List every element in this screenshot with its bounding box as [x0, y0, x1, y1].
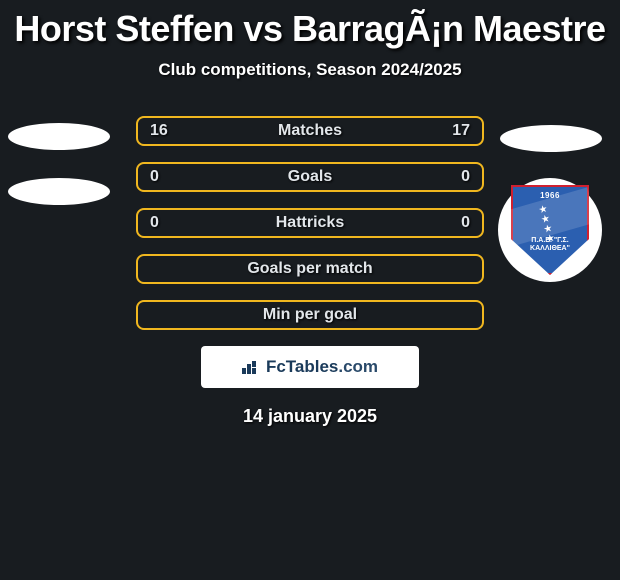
stat-row-goals: 0 Goals 0	[136, 162, 484, 192]
stat-label: Goals per match	[247, 260, 372, 278]
stat-label: Matches	[278, 122, 342, 140]
stats-table: 16 Matches 17 0 Goals 0 0 Hattricks 0 Go…	[136, 116, 484, 330]
date-label: 14 january 2025	[0, 406, 620, 427]
stat-label: Hattricks	[276, 214, 344, 232]
stat-left: 16	[150, 122, 180, 140]
club-name: Π.Α.Ε. "Γ.Σ.ΚΑΛΛΙΘΕΑ"	[513, 237, 587, 253]
player1-club-avatar	[8, 178, 110, 205]
stat-row-gpm: Goals per match	[136, 254, 484, 284]
stat-row-matches: 16 Matches 17	[136, 116, 484, 146]
club-shield: 1966 ★★★★ Π.Α.Ε. "Γ.Σ.ΚΑΛΛΙΘΕΑ"	[511, 185, 589, 275]
stat-left: 0	[150, 214, 180, 232]
stat-right: 0	[440, 168, 470, 186]
stat-right: 17	[440, 122, 470, 140]
page-title: Horst Steffen vs BarragÃ¡n Maestre	[0, 0, 620, 50]
left-player-avatars	[8, 123, 110, 233]
player1-avatar	[8, 123, 110, 150]
subtitle: Club competitions, Season 2024/2025	[0, 60, 620, 80]
stat-left: 0	[150, 168, 180, 186]
stat-row-mpg: Min per goal	[136, 300, 484, 330]
stat-row-hattricks: 0 Hattricks 0	[136, 208, 484, 238]
stat-right: 0	[440, 214, 470, 232]
stat-label: Goals	[288, 168, 332, 186]
stat-label: Min per goal	[263, 306, 357, 324]
brand-chart-icon	[242, 360, 260, 374]
brand-text: FcTables.com	[266, 357, 378, 377]
player2-avatar	[500, 125, 602, 152]
player2-club-badge: 1966 ★★★★ Π.Α.Ε. "Γ.Σ.ΚΑΛΛΙΘΕΑ"	[498, 178, 602, 282]
brand-badge: FcTables.com	[201, 346, 419, 388]
